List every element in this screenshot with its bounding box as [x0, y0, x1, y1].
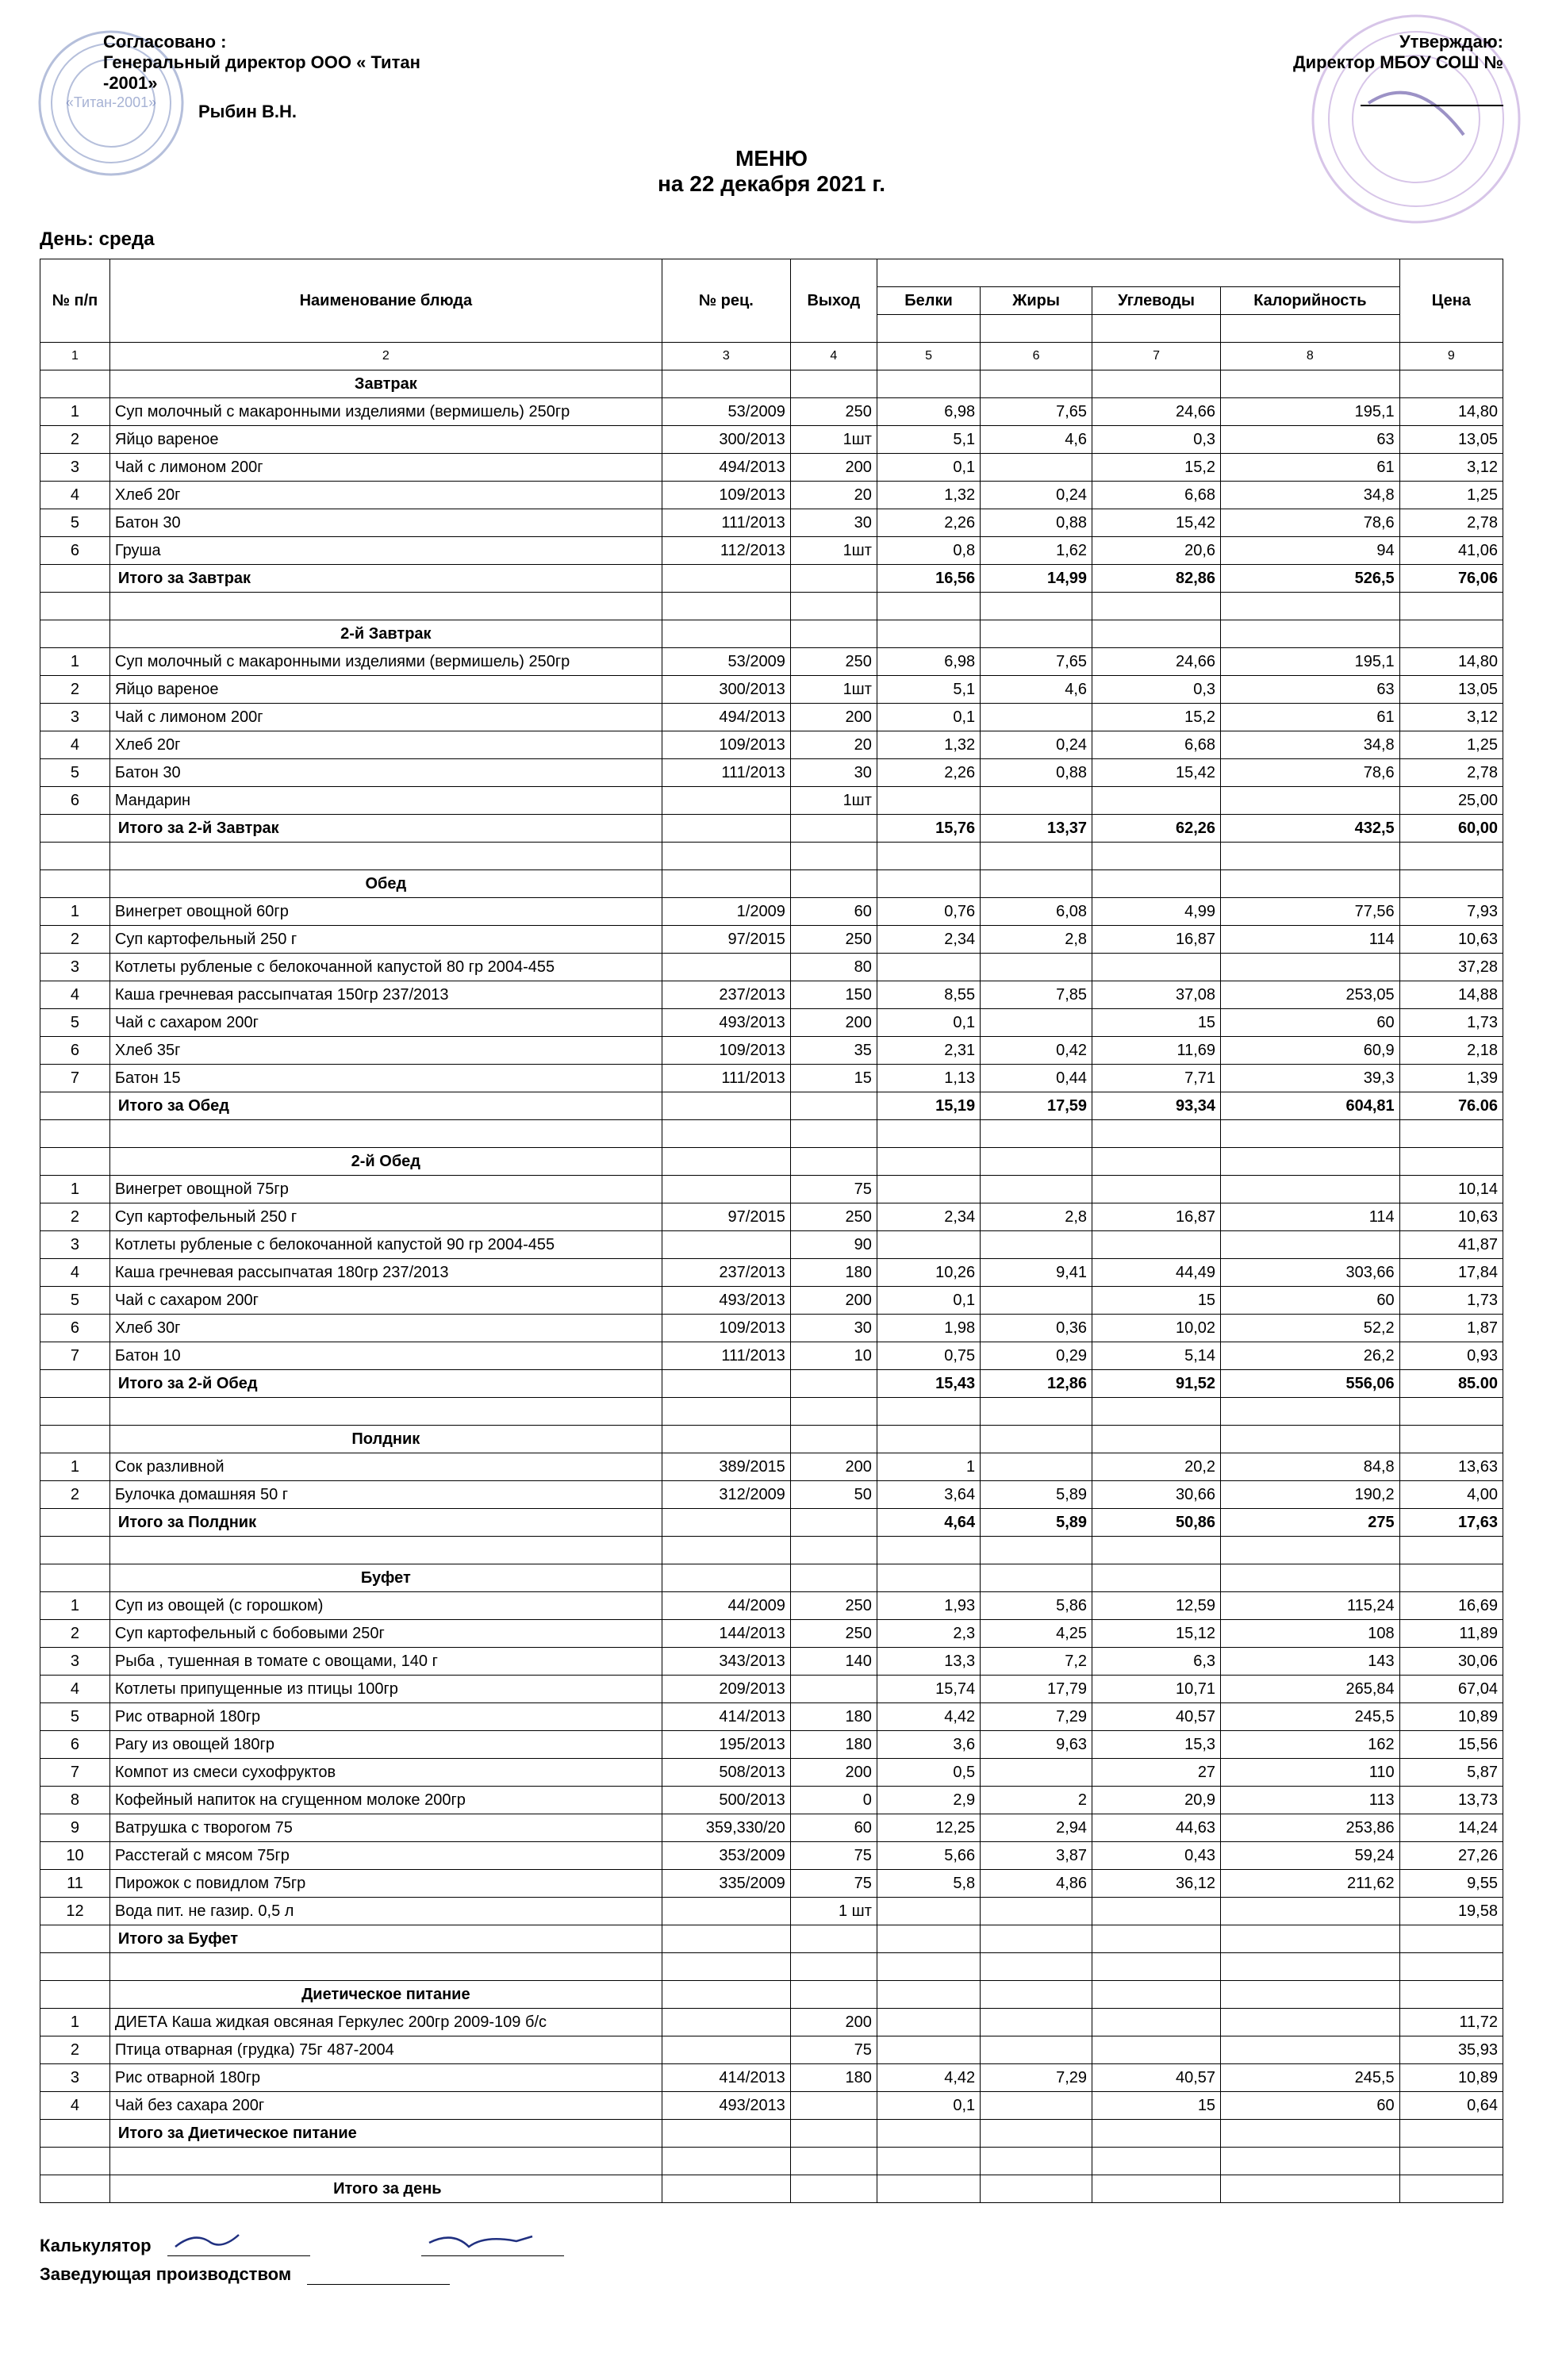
table-row: 3Котлеты рубленые с белокочанной капусто… — [40, 1231, 1503, 1259]
footer-calc: Калькулятор — [40, 2236, 152, 2256]
table-row: 1Суп молочный с макаронными изделиями (в… — [40, 398, 1503, 426]
title1: МЕНЮ — [40, 146, 1503, 171]
table-row: 4Каша гречневая рассыпчатая 150гр 237/20… — [40, 981, 1503, 1009]
th-z: Жиры — [981, 287, 1092, 315]
table-row: 11Пирожок с повидлом 75гр335/2009755,84,… — [40, 1870, 1503, 1898]
section-title: Полдник — [40, 1426, 1503, 1453]
spacer-row — [40, 2148, 1503, 2175]
th-u: Углеводы — [1092, 287, 1221, 315]
sig-prod — [307, 2284, 450, 2285]
spacer-row — [40, 1953, 1503, 1981]
sig-calc — [167, 2227, 310, 2256]
th-c: Цена — [1399, 259, 1503, 343]
table-row: 1ДИЕТА Каша жидкая овсяная Геркулес 200г… — [40, 2009, 1503, 2036]
th-out: Выход — [790, 259, 877, 343]
table-row: 2Яйцо вареное300/20131шт5,14,60,36313,05 — [40, 676, 1503, 704]
title2: на 22 декабря 2021 г. — [40, 171, 1503, 197]
table-row: 8Кофейный напиток на сгущенном молоке 20… — [40, 1787, 1503, 1814]
table-row: 1Винегрет овощной 75гр7510,14 — [40, 1176, 1503, 1203]
th-rec: № рец. — [662, 259, 790, 343]
table-row: 2Суп картофельный 250 г97/20152502,342,8… — [40, 1203, 1503, 1231]
grand-total-row: Итого за день — [40, 2175, 1503, 2203]
spacer-row — [40, 1120, 1503, 1148]
table-row: 5Чай с сахаром 200г493/20132000,115601,7… — [40, 1009, 1503, 1037]
table-row: 1Винегрет овощной 60гр1/2009600,766,084,… — [40, 898, 1503, 926]
footer-prod: Заведующая производством — [40, 2264, 291, 2285]
section-title: 2-й Обед — [40, 1148, 1503, 1176]
th-spacer — [877, 259, 1399, 287]
sig-extra — [421, 2227, 564, 2256]
table-row: 9Ватрушка с творогом 75359,330/206012,25… — [40, 1814, 1503, 1842]
left-line1: Согласовано : — [103, 32, 436, 52]
footer: Калькулятор Заведующая производством — [40, 2227, 1503, 2285]
title-block: МЕНЮ на 22 декабря 2021 г. — [40, 146, 1503, 197]
right-line1: Утверждаю: — [1123, 32, 1503, 52]
signature2-icon — [421, 2227, 564, 2251]
table-row: 1Суп молочный с макаронными изделиями (в… — [40, 648, 1503, 676]
th-name: Наименование блюда — [109, 259, 662, 343]
total-row: Итого за Завтрак16,5614,9982,86526,576,0… — [40, 565, 1503, 593]
signature-icon — [167, 2227, 310, 2251]
day-label: День: среда — [40, 228, 1503, 251]
spacer-row — [40, 593, 1503, 620]
total-row: Итого за Полдник4,645,8950,8627517,63 — [40, 1509, 1503, 1537]
table-row: 6Хлеб 35г109/2013352,310,4211,6960,92,18 — [40, 1037, 1503, 1065]
table-row: 7Компот из смеси сухофруктов508/20132000… — [40, 1759, 1503, 1787]
spacer-row — [40, 843, 1503, 870]
spacer-row — [40, 1537, 1503, 1564]
table-row: 2Птица отварная (грудка) 75г 487-2004753… — [40, 2036, 1503, 2064]
table-row: 5Чай с сахаром 200г493/20132000,115601,7… — [40, 1287, 1503, 1315]
section-title: 2-й Завтрак — [40, 620, 1503, 648]
table-row: 7Батон 10111/2013100,750,295,1426,20,93 — [40, 1342, 1503, 1370]
left-approval: «Титан-2001» Согласовано : Генеральный д… — [40, 32, 436, 122]
table-row: 4Чай без сахара 200г493/20130,115600,64 — [40, 2092, 1503, 2120]
right-approval: Утверждаю: Директор МБОУ СОШ № — [1123, 32, 1503, 111]
right-line2: Директор МБОУ СОШ № — [1123, 52, 1503, 73]
sig-line — [1361, 105, 1503, 106]
table-row: 4Каша гречневая рассыпчатая 180гр 237/20… — [40, 1259, 1503, 1287]
table-row: 6Рагу из овощей 180гр195/20131803,69,631… — [40, 1731, 1503, 1759]
table-row: 7Батон 15111/2013151,130,447,7139,31,39 — [40, 1065, 1503, 1092]
column-numbers-row: 1 2 3 4 5 6 7 8 9 — [40, 343, 1503, 370]
table-row: 5Рис отварной 180гр414/20131804,427,2940… — [40, 1703, 1503, 1731]
table-row: 2Суп картофельный с бобовыми 250г144/201… — [40, 1620, 1503, 1648]
section-title: Обед — [40, 870, 1503, 898]
th-k: Калорийность — [1221, 287, 1400, 315]
section-title: Завтрак — [40, 370, 1503, 398]
total-row: Итого за Обед15,1917,5993,34604,8176.06 — [40, 1092, 1503, 1120]
table-row: 3Рис отварной 180гр414/20131804,427,2940… — [40, 2064, 1503, 2092]
table-row: 6Груша112/20131шт0,81,6220,69441,06 — [40, 537, 1503, 565]
table-row: 2Булочка домашняя 50 г312/2009503,645,89… — [40, 1481, 1503, 1509]
table-row: 2Яйцо вареное300/20131шт5,14,60,36313,05 — [40, 426, 1503, 454]
table-row: 5Батон 30111/2013302,260,8815,4278,62,78 — [40, 509, 1503, 537]
header-block: «Титан-2001» Согласовано : Генеральный д… — [40, 32, 1503, 122]
spacer-row — [40, 1398, 1503, 1426]
table-row: 12Вода пит. не газир. 0,5 л1 шт19,58 — [40, 1898, 1503, 1925]
left-name: Рыбин В.Н. — [103, 102, 436, 122]
section-title: Буфет — [40, 1564, 1503, 1592]
table-row: 3Чай с лимоном 200г494/20132000,115,2613… — [40, 454, 1503, 482]
table-row: 4Хлеб 20г109/2013201,320,246,6834,81,25 — [40, 482, 1503, 509]
left-line2: Генеральный директор ООО « Титан -2001» — [103, 52, 436, 94]
table-row: 4Хлеб 20г109/2013201,320,246,6834,81,25 — [40, 731, 1503, 759]
total-row: Итого за Диетическое питание — [40, 2120, 1503, 2148]
total-row: Итого за 2-й Обед15,4312,8691,52556,0685… — [40, 1370, 1503, 1398]
section-title: Диетическое питание — [40, 1981, 1503, 2009]
table-row: 4Котлеты припущенные из птицы 100гр209/2… — [40, 1676, 1503, 1703]
table-row: 5Батон 30111/2013302,260,8815,4278,62,78 — [40, 759, 1503, 787]
menu-table: № п/п Наименование блюда № рец. Выход Це… — [40, 259, 1503, 2203]
table-row: 3Котлеты рубленые с белокочанной капусто… — [40, 954, 1503, 981]
table-row: 3Рыба , тушенная в томате с овощами, 140… — [40, 1648, 1503, 1676]
table-row: 6Хлеб 30г109/2013301,980,3610,0252,21,87 — [40, 1315, 1503, 1342]
table-row: 3Чай с лимоном 200г494/20132000,115,2613… — [40, 704, 1503, 731]
total-row: Итого за Буфет — [40, 1925, 1503, 1953]
table-row: 6Мандарин1шт25,00 — [40, 787, 1503, 815]
th-num: № п/п — [40, 259, 110, 343]
total-row: Итого за 2-й Завтрак15,7613,3762,26432,5… — [40, 815, 1503, 843]
table-row: 2Суп картофельный 250 г97/20152502,342,8… — [40, 926, 1503, 954]
table-row: 1Сок разливной389/2015200120,284,813,63 — [40, 1453, 1503, 1481]
th-b: Белки — [877, 287, 980, 315]
table-row: 10Расстегай с мясом 75гр353/2009755,663,… — [40, 1842, 1503, 1870]
table-row: 1Суп из овощей (с горошком)44/20092501,9… — [40, 1592, 1503, 1620]
